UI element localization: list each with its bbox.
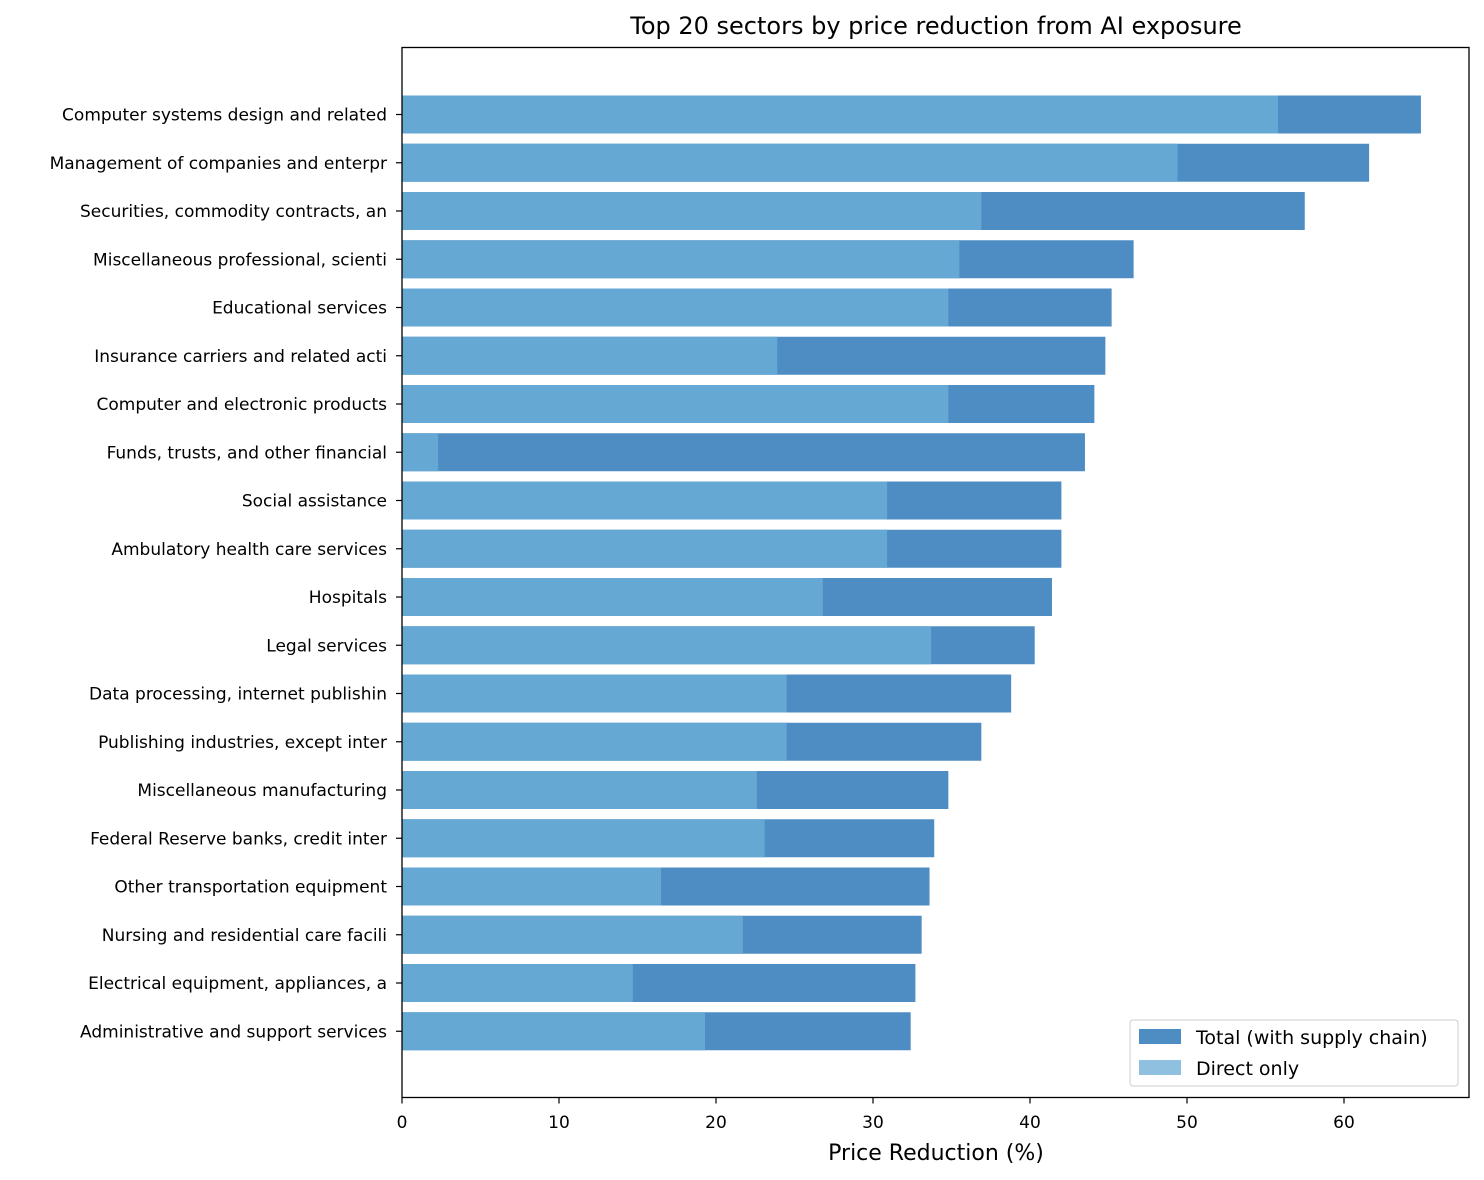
legend: Total (with supply chain) Direct only	[1129, 1019, 1459, 1087]
legend-swatch-direct	[1139, 1060, 1181, 1075]
bar-direct-4	[402, 288, 949, 327]
x-tick-label-1: 10	[548, 1113, 570, 1133]
category-label-3: Miscellaneous professional, scienti	[93, 250, 387, 270]
bar-direct-11	[402, 626, 932, 665]
bar-direct-3	[402, 240, 960, 279]
legend-frame	[1129, 1019, 1459, 1087]
x-tick-label-4: 40	[1019, 1113, 1041, 1133]
bar-direct-13	[402, 722, 787, 761]
category-label-11: Legal services	[266, 636, 387, 656]
category-label-14: Miscellaneous manufacturing	[137, 781, 387, 801]
bar-direct-15	[402, 819, 765, 858]
chart-title: Top 20 sectors by price reduction from A…	[629, 12, 1242, 40]
bar-direct-14	[402, 771, 757, 809]
x-tick-label-5: 50	[1176, 1113, 1198, 1133]
category-label-18: Electrical equipment, appliances, a	[88, 974, 387, 994]
x-axis-title: Price Reduction (%)	[828, 1141, 1044, 1166]
legend-swatch-total	[1139, 1029, 1181, 1044]
bar-direct-9	[402, 529, 888, 568]
bar-total-7	[402, 433, 1085, 472]
bar-direct-7	[402, 433, 439, 472]
category-label-10: Hospitals	[309, 588, 387, 608]
x-tick-label-6: 60	[1333, 1113, 1355, 1133]
bar-direct-16	[402, 867, 662, 906]
category-label-5: Insurance carriers and related acti	[94, 347, 387, 367]
category-label-16: Other transportation equipment	[114, 878, 387, 898]
bar-direct-2	[402, 192, 982, 230]
bar-direct-0	[402, 95, 1279, 134]
bar-direct-12	[402, 674, 787, 713]
category-label-6: Computer and electronic products	[97, 395, 388, 415]
category-label-4: Educational services	[212, 299, 387, 319]
category-label-19: Administrative and support services	[80, 1022, 387, 1042]
category-label-7: Funds, trusts, and other financial	[107, 443, 387, 463]
category-label-0: Computer systems design and related	[62, 106, 387, 126]
legend-label-total: Total (with supply chain)	[1195, 1027, 1428, 1049]
plot-frame	[401, 46, 1470, 1099]
x-tick-label-3: 30	[862, 1113, 884, 1133]
category-label-15: Federal Reserve banks, credit inter	[90, 829, 387, 849]
x-tick-label-0: 0	[397, 1113, 408, 1133]
bar-direct-8	[402, 481, 888, 520]
category-label-12: Data processing, internet publishin	[89, 685, 387, 705]
bar-direct-18	[402, 964, 633, 1002]
legend-label-direct: Direct only	[1196, 1058, 1299, 1080]
category-label-13: Publishing industries, except inter	[98, 733, 387, 753]
category-labels: Computer systems design and related Manag…	[50, 106, 402, 1042]
bar-direct-10	[402, 578, 823, 616]
bar-direct-5	[402, 336, 778, 375]
category-label-2: Securities, commodity contracts, an	[80, 202, 387, 222]
bar-direct-17	[402, 915, 743, 954]
category-label-17: Nursing and residential care facili	[102, 926, 387, 946]
x-tick-label-2: 20	[705, 1113, 727, 1133]
category-label-8: Social assistance	[242, 492, 387, 512]
bar-direct-19	[402, 1012, 706, 1051]
bars-group	[402, 95, 1421, 1051]
category-label-9: Ambulatory health care services	[111, 540, 387, 560]
x-axis-ticks: 0 10 20 30 40 50 60	[397, 1097, 1355, 1133]
category-label-1: Management of companies and enterpr	[50, 154, 387, 174]
bar-direct-6	[402, 385, 949, 423]
bar-direct-1	[402, 143, 1178, 182]
